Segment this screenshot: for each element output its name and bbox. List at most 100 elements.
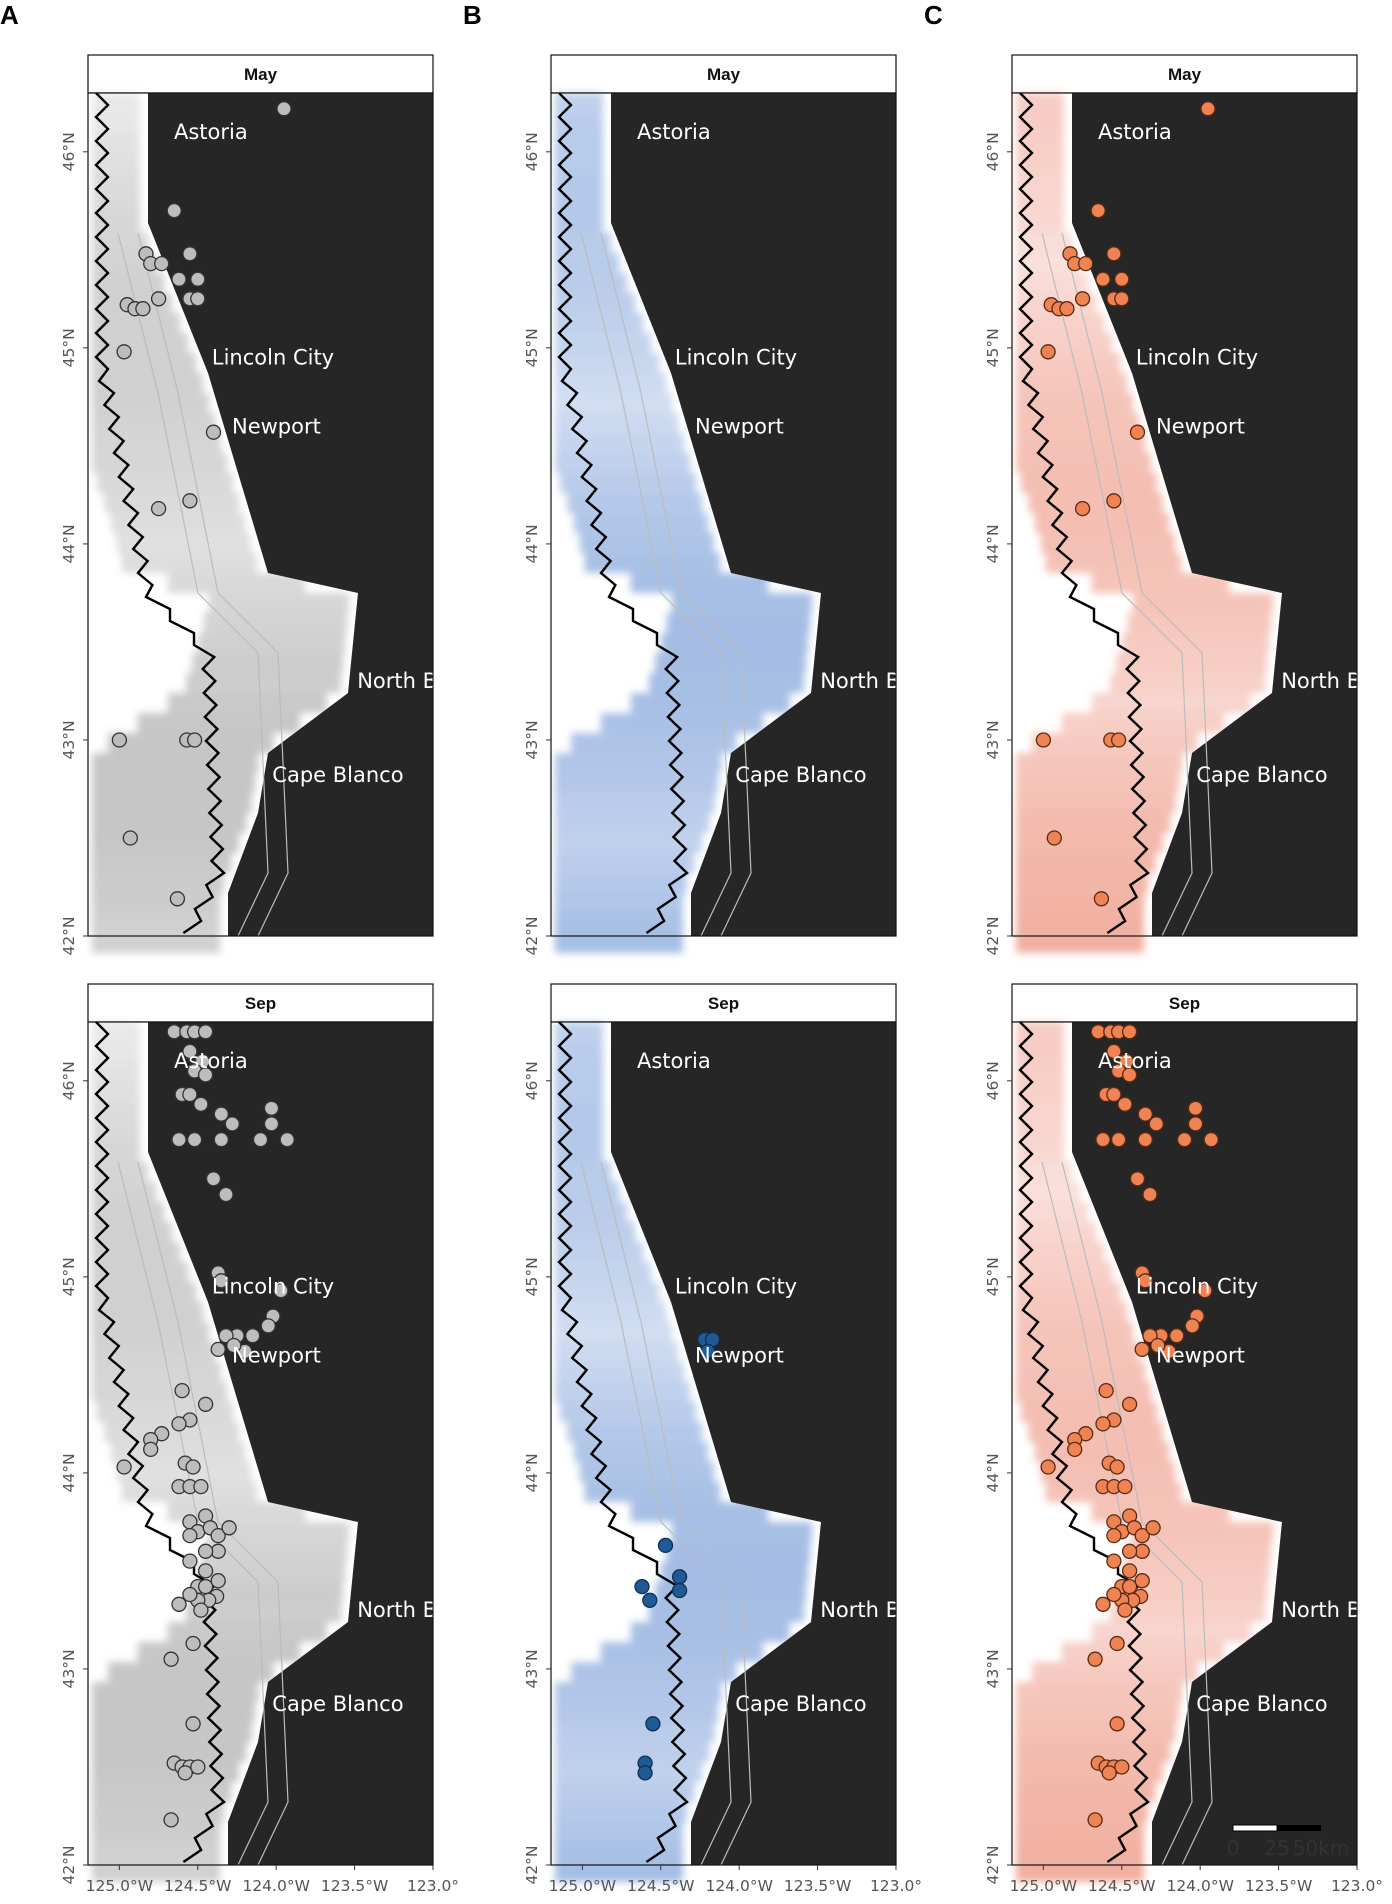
- lon-tick-label: 124.5°W: [164, 1877, 231, 1895]
- city-label: North Bend: [357, 1598, 476, 1622]
- survey-point: [1114, 271, 1130, 287]
- lon-tick-label: 123.5°W: [321, 1877, 388, 1895]
- survey-point: [163, 1651, 179, 1667]
- lat-tick-label: 44°N: [523, 524, 541, 563]
- survey-point: [1106, 1527, 1122, 1544]
- survey-point: [645, 1716, 661, 1732]
- survey-point: [205, 424, 222, 440]
- city-label: Cape Blanco: [735, 1692, 866, 1716]
- survey-point: [637, 1765, 653, 1781]
- survey-point: [1106, 1586, 1122, 1603]
- land-mass: [611, 93, 896, 936]
- map-panel-a-may: May Astoria Lincoln City Newport North Bend C…: [60, 54, 477, 956]
- survey-point: [197, 1543, 214, 1559]
- city-label: North Bend: [1281, 1598, 1392, 1622]
- city-label: Astoria: [637, 120, 711, 144]
- survey-point: [1142, 1186, 1158, 1203]
- lon-tick-label: 125.0°W: [549, 1877, 616, 1895]
- isobath-contour: [137, 232, 289, 937]
- lat-tick-label: 44°N: [60, 1453, 78, 1492]
- survey-point: [197, 1396, 214, 1412]
- survey-point: [1117, 1602, 1133, 1618]
- survey-point: [1095, 1416, 1111, 1432]
- survey-point: [122, 830, 138, 846]
- density-surface: [555, 1022, 812, 1882]
- survey-point: [210, 1573, 226, 1589]
- lat-tick-label: 44°N: [60, 524, 78, 563]
- city-label: Lincoln City: [1136, 1275, 1258, 1299]
- lat-tick-label: 42°N: [523, 1845, 541, 1884]
- survey-point: [171, 271, 187, 287]
- shelf-break-line: [94, 1021, 226, 1863]
- isobath-contour: [117, 1161, 269, 1866]
- survey-point: [1121, 1578, 1138, 1595]
- lat-tick-label: 46°N: [984, 132, 1002, 171]
- survey-point: [182, 1527, 198, 1544]
- survey-point: [197, 1024, 214, 1040]
- survey-point: [1114, 291, 1130, 307]
- survey-point: [224, 1116, 240, 1132]
- city-label: Cape Blanco: [735, 763, 866, 787]
- isobath-contour: [1041, 232, 1193, 937]
- lon-tick-label: 124.0°W: [1166, 1877, 1233, 1895]
- survey-point: [1134, 1527, 1150, 1544]
- lat-tick-label: 44°N: [523, 1453, 541, 1492]
- map-panel-b-sep: Sep Astoria Lincoln City Newport North Bend C…: [523, 983, 940, 1885]
- lat-tick-label: 46°N: [984, 1061, 1002, 1100]
- city-label: Cape Blanco: [1196, 1692, 1327, 1716]
- survey-point: [193, 1478, 209, 1495]
- survey-point: [1148, 1116, 1164, 1132]
- survey-point: [174, 1382, 190, 1399]
- survey-point: [1090, 202, 1106, 219]
- survey-point: [182, 1586, 198, 1603]
- survey-point: [252, 1131, 269, 1148]
- city-label: Lincoln City: [212, 1275, 334, 1299]
- survey-point: [210, 1341, 226, 1358]
- lat-tick-label: 45°N: [60, 328, 78, 367]
- survey-point: [1106, 246, 1122, 262]
- survey-point: [221, 1520, 237, 1536]
- lat-tick-label: 45°N: [523, 328, 541, 367]
- land-mass: [148, 1022, 433, 1865]
- city-label: Lincoln City: [1136, 346, 1258, 370]
- survey-point: [226, 1337, 242, 1354]
- survey-point: [213, 1131, 229, 1148]
- panel-label: B: [463, 0, 482, 30]
- survey-point: [193, 1602, 209, 1618]
- survey-point: [1040, 344, 1056, 360]
- survey-point: [143, 1441, 159, 1458]
- survey-point: [190, 271, 206, 287]
- lat-tick-label: 45°N: [984, 328, 1002, 367]
- survey-point: [182, 246, 198, 262]
- city-label: North Bend: [820, 669, 939, 693]
- survey-point: [671, 1582, 688, 1599]
- lat-tick-label: 45°N: [523, 1257, 541, 1296]
- lat-tick-label: 43°N: [60, 720, 78, 759]
- survey-point: [1090, 1024, 1106, 1040]
- survey-point: [135, 301, 151, 317]
- isobath-contour: [1061, 232, 1213, 937]
- survey-point: [1184, 1318, 1200, 1334]
- panel-label: A: [0, 0, 19, 30]
- city-label: North Bend: [820, 1598, 939, 1622]
- lat-tick-label: 46°N: [523, 132, 541, 171]
- survey-point: [1197, 1282, 1213, 1299]
- survey-point: [273, 1282, 289, 1299]
- facet-strip-label: Sep: [1169, 994, 1200, 1013]
- lat-tick-label: 44°N: [984, 1453, 1002, 1492]
- survey-point: [1074, 500, 1091, 517]
- panel-frame: [1011, 1021, 1358, 1866]
- isobath-contour: [1061, 1161, 1213, 1866]
- survey-point: [1087, 1812, 1103, 1828]
- survey-point: [1040, 1459, 1056, 1475]
- survey-point: [700, 1343, 716, 1360]
- lon-tick-label: 125.0°W: [86, 1877, 153, 1895]
- facet-strip-label: Sep: [708, 994, 739, 1013]
- survey-point: [1145, 1520, 1161, 1536]
- map-panel-a-sep: Sep Astoria Lincoln City Newport North Bend C…: [60, 983, 477, 1885]
- panel-frame: [87, 1021, 434, 1866]
- shelf-break-line: [1018, 1021, 1150, 1863]
- survey-point: [260, 1318, 276, 1334]
- lat-tick-label: 43°N: [523, 1649, 541, 1688]
